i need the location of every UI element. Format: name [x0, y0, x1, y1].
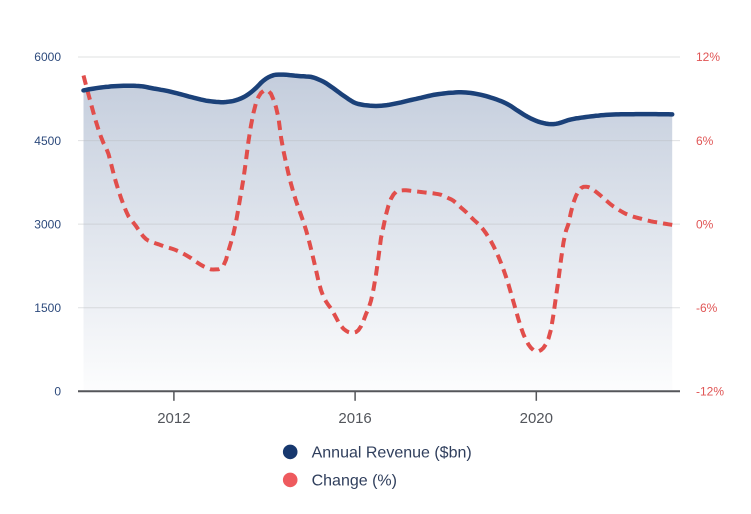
- svg-text:0%: 0%: [696, 217, 714, 231]
- svg-text:3000: 3000: [34, 217, 61, 231]
- svg-text:0: 0: [54, 385, 61, 399]
- svg-text:2012: 2012: [157, 410, 190, 427]
- svg-text:Change (%): Change (%): [312, 473, 397, 490]
- svg-text:2020: 2020: [520, 410, 553, 427]
- svg-text:6%: 6%: [696, 134, 714, 148]
- svg-text:2016: 2016: [338, 410, 371, 427]
- svg-text:12%: 12%: [696, 50, 720, 64]
- svg-text:6000: 6000: [34, 50, 61, 64]
- svg-text:1500: 1500: [34, 301, 61, 315]
- svg-text:-12%: -12%: [696, 385, 724, 399]
- svg-text:-6%: -6%: [696, 301, 718, 315]
- svg-text:4500: 4500: [34, 134, 61, 148]
- svg-text:Annual Revenue ($bn): Annual Revenue ($bn): [312, 445, 472, 462]
